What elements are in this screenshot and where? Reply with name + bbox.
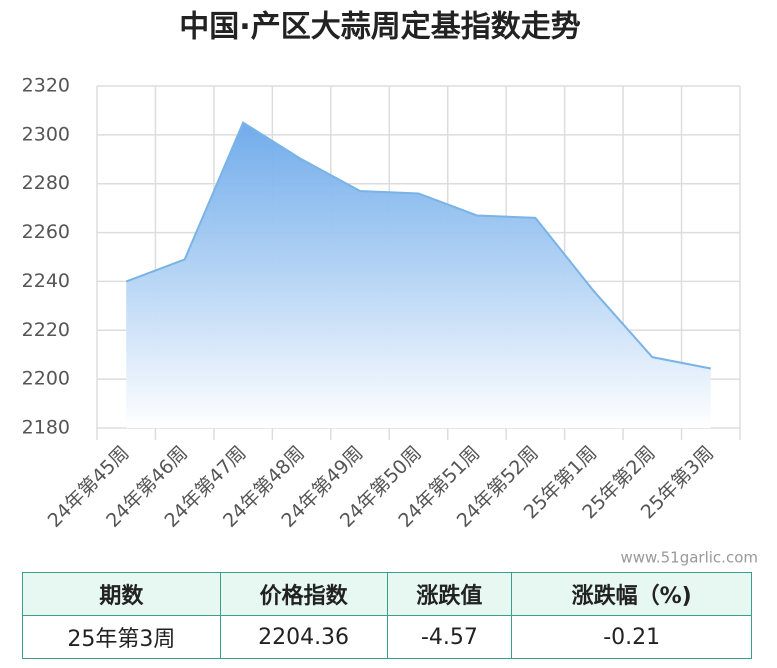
area	[126, 122, 711, 429]
table-row: 25年第3周 2204.36 -4.57 -0.21	[22, 615, 752, 659]
watermark: www.51garlic.com	[620, 549, 758, 567]
y-tick-label: 2220	[22, 319, 70, 341]
line	[125, 121, 711, 370]
cell: -4.57	[386, 615, 513, 659]
header-cell: 价格指数	[219, 572, 388, 616]
chart-title: 中国·产区大蒜周定基指数走势	[179, 10, 580, 45]
y-tick-label: 2320	[22, 75, 70, 97]
header-cell: 涨跌值	[386, 572, 513, 616]
y-tick-label: 2240	[22, 270, 70, 292]
y-tick-label: 2280	[22, 172, 70, 194]
summary-table: 期数 价格指数 涨跌值 涨跌幅（%) 25年第3周 2204.36 -4.57 …	[22, 572, 752, 659]
cell: -0.21	[511, 615, 752, 659]
cell: 25年第3周	[22, 615, 221, 659]
header-cell: 涨跌幅（%)	[511, 572, 752, 616]
table-header: 期数 价格指数 涨跌值 涨跌幅（%)	[22, 572, 752, 616]
y-tick-label: 2260	[22, 221, 70, 243]
header-cell: 期数	[22, 572, 221, 616]
cell: 2204.36	[219, 615, 388, 659]
y-tick-label: 2200	[22, 368, 70, 390]
y-tick-label: 2180	[22, 417, 70, 439]
chart: 中国·产区大蒜周定基指数走势 www.51garlic.com 2180 2200…	[22, 10, 758, 567]
y-tick-label: 2300	[22, 123, 70, 145]
